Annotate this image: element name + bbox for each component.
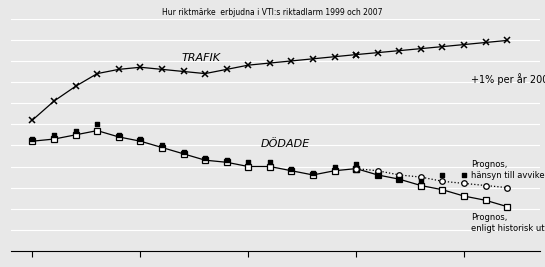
Point	[352, 162, 360, 167]
Point	[50, 133, 58, 137]
Point	[287, 167, 296, 171]
Point	[201, 156, 209, 160]
Point	[71, 128, 80, 133]
Point	[179, 150, 188, 154]
Text: Prognos,
enligt historisk utveckling: Prognos, enligt historisk utveckling	[471, 213, 545, 233]
Point	[395, 177, 404, 181]
Point	[158, 143, 166, 148]
Text: Prognos,
hänsyn till avvikelserna 1999-2000: Prognos, hänsyn till avvikelserna 1999-2…	[471, 160, 545, 180]
Text: +1% per år 2001-2007: +1% per år 2001-2007	[471, 73, 545, 85]
Point	[330, 164, 339, 169]
Point	[93, 122, 101, 126]
Text: Hur riktmärke  erbjudna i VTI:s riktadlarm 1999 och 2007: Hur riktmärke erbjudna i VTI:s riktadlar…	[162, 8, 383, 17]
Point	[438, 173, 447, 177]
Text: DÖDADE: DÖDADE	[261, 139, 311, 149]
Point	[136, 137, 145, 141]
Point	[244, 160, 253, 164]
Point	[373, 173, 382, 177]
Point	[28, 137, 37, 141]
Point	[265, 160, 274, 164]
Point	[222, 158, 231, 162]
Point	[416, 179, 425, 183]
Point	[308, 171, 317, 175]
Point	[459, 173, 468, 177]
Point	[114, 133, 123, 137]
Text: TRAFIK: TRAFIK	[181, 53, 221, 63]
